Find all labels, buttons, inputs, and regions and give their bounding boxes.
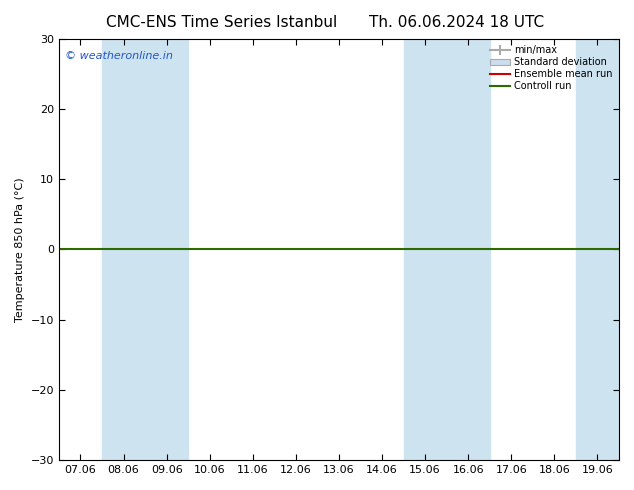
Text: © weatheronline.in: © weatheronline.in xyxy=(65,51,172,61)
Bar xyxy=(145,39,188,460)
Legend: min/max, Standard deviation, Ensemble mean run, Controll run: min/max, Standard deviation, Ensemble me… xyxy=(488,44,614,93)
Bar xyxy=(576,39,619,460)
Bar xyxy=(404,39,447,460)
Bar xyxy=(102,39,145,460)
Bar xyxy=(447,39,489,460)
Text: CMC-ENS Time Series Istanbul: CMC-ENS Time Series Istanbul xyxy=(107,15,337,30)
Text: Th. 06.06.2024 18 UTC: Th. 06.06.2024 18 UTC xyxy=(369,15,544,30)
Y-axis label: Temperature 850 hPa (°C): Temperature 850 hPa (°C) xyxy=(15,177,25,321)
